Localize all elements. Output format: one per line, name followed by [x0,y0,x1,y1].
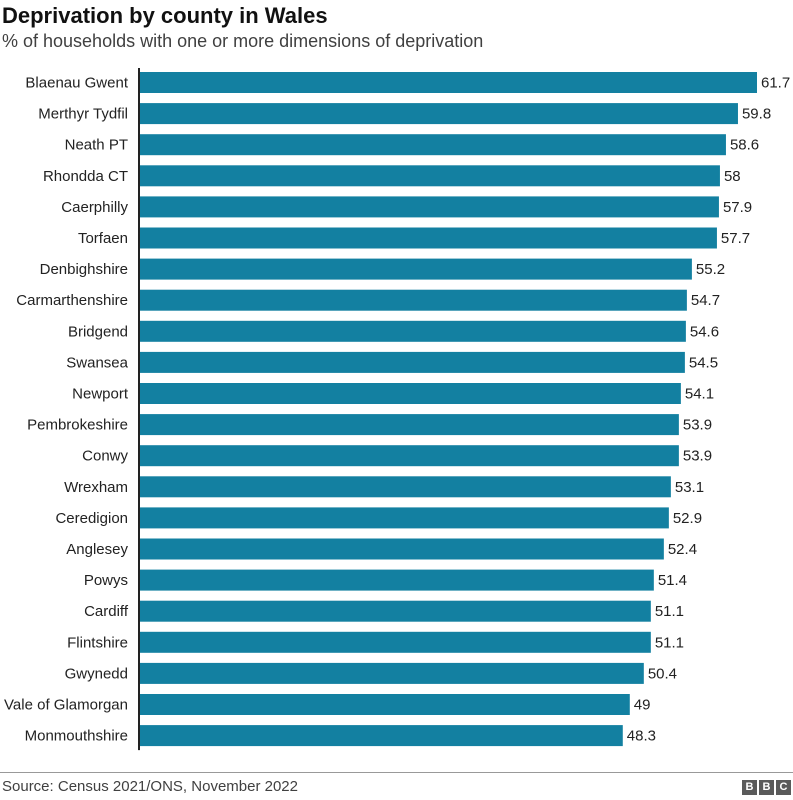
category-label: Rhondda CT [43,168,128,185]
category-label: Flintshire [67,634,128,651]
category-label: Caerphilly [61,199,128,216]
bar-swansea [139,351,685,373]
value-label: 59.8 [742,106,771,123]
bar-carmarthenshire [139,289,687,311]
bar-monmouthshire [139,725,623,747]
bar-cardiff [139,600,651,622]
category-label: Anglesey [66,541,128,558]
bar-chart: Blaenau Gwent 61.7 Merthyr Tydfil 59.8 Neath… [4,68,790,751]
bar-anglesey [139,538,664,560]
category-label: Conwy [82,448,128,465]
value-label: 50.4 [648,665,677,682]
chart-subtitle: % of households with one or more dimensi… [2,31,484,51]
footer-divider [0,772,793,773]
value-label: 51.1 [655,634,684,651]
value-label: 57.9 [723,199,752,216]
value-label: 55.2 [696,261,725,278]
category-label: Pembrokeshire [27,417,128,434]
category-label: Wrexham [64,479,128,496]
value-label: 53.9 [683,448,712,465]
value-label: 61.7 [761,75,790,92]
value-label: 54.7 [691,292,720,309]
bbc-logo-b2: B [759,780,774,795]
bar-vale-of-glamorgan [139,694,630,715]
category-label: Powys [84,572,128,589]
bar-rhondda-ct [139,165,720,187]
bar-gwynedd [139,662,644,684]
chart-title: Deprivation by county in Wales [2,3,328,28]
value-label: 52.9 [673,510,702,527]
source-note: Source: Census 2021/ONS, November 2022 [2,778,298,795]
category-label: Neath PT [65,137,128,154]
value-label: 51.4 [658,572,687,589]
bar-neath-pt [139,134,726,156]
category-label: Newport [72,386,129,403]
category-label: Cardiff [84,603,129,620]
bar-torfaen [139,227,717,249]
value-label: 54.6 [690,323,719,340]
bar-blaenau-gwent [139,72,757,93]
category-label: Merthyr Tydfil [38,106,128,123]
bar-ceredigion [139,507,669,529]
bbc-logo-c: C [776,780,791,795]
category-label: Ceredigion [55,510,128,527]
bar-bridgend [139,320,686,342]
bar-merthyr-tydfil [139,103,738,125]
value-label: 53.1 [675,479,704,496]
bar-pembrokeshire [139,414,679,436]
bar-conwy [139,445,679,467]
bar-wrexham [139,476,671,498]
category-label: Blaenau Gwent [25,75,128,92]
bbc-logo-b1: B [742,780,757,795]
category-label: Carmarthenshire [16,292,128,309]
category-label: Swansea [66,354,128,371]
value-label: 58.6 [730,137,759,154]
category-label: Torfaen [78,230,128,247]
bar-powys [139,569,654,591]
bar-flintshire [139,631,651,653]
bar-denbighshire [139,258,692,280]
bbc-logo: B B C [742,780,791,795]
category-label: Vale of Glamorgan [4,697,128,714]
bar-caerphilly [139,196,719,218]
value-label: 58 [724,168,741,185]
value-label: 54.5 [689,354,718,371]
value-label: 52.4 [668,541,697,558]
category-label: Denbighshire [40,261,128,278]
value-label: 49 [634,697,651,714]
category-label: Monmouthshire [25,728,128,745]
value-label: 53.9 [683,417,712,434]
category-label: Bridgend [68,323,128,340]
value-label: 57.7 [721,230,750,247]
value-label: 51.1 [655,603,684,620]
value-label: 48.3 [627,728,656,745]
bar-newport [139,383,681,404]
category-label: Gwynedd [65,665,128,682]
value-label: 54.1 [685,386,714,403]
